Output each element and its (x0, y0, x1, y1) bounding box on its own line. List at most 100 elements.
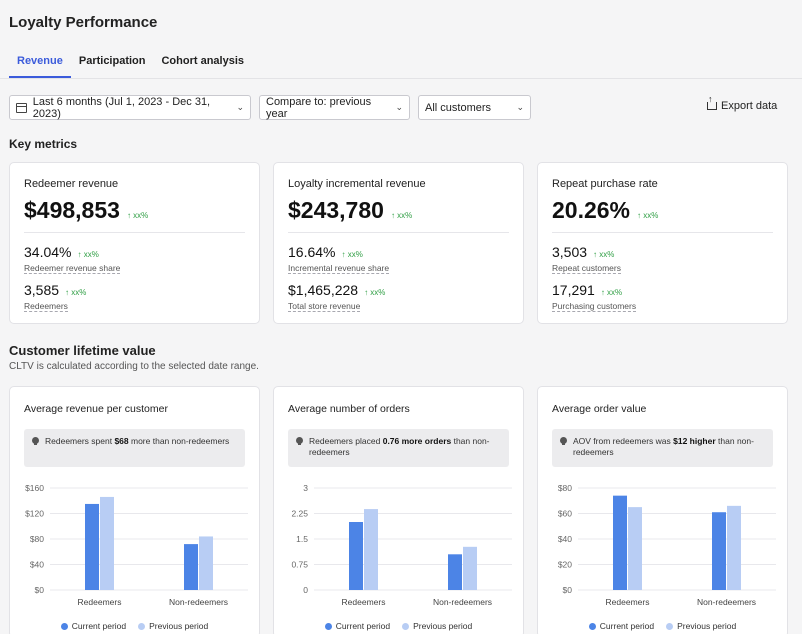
legend-item-current: Current period (324, 621, 391, 631)
sub-metric-value: 17,291 ↑ xx% (552, 282, 622, 298)
callout-highlight: $68 (114, 436, 129, 446)
bar-current-period (184, 544, 198, 590)
sub-metric-label[interactable]: Incremental revenue share (288, 263, 390, 274)
bar-previous-period (628, 507, 642, 590)
trend-delta: ↑ xx% (77, 250, 99, 259)
current-period-dot (324, 622, 332, 630)
legend-label: Previous period (413, 621, 473, 631)
trend-delta: ↑ xx% (637, 211, 659, 220)
export-icon (707, 95, 717, 110)
chart-title: Average order value (552, 403, 647, 415)
y-tick-label: $0 (563, 585, 573, 595)
bar-current-period (349, 522, 363, 590)
metric-label: Redeemer revenue (24, 178, 119, 190)
bar-previous-period (727, 505, 741, 590)
segment-value: All customers (425, 101, 492, 114)
callout-text: more than non-redeemers (128, 436, 230, 446)
chart-legend: Current period Previous period (538, 621, 787, 631)
y-tick-label: $80 (30, 534, 44, 544)
callout-text: Redeemers spent (45, 436, 115, 446)
bar-chart-avg-revenue: $0 $40 $80 $120 $160 Redeemers Non-redeemers (25, 483, 248, 607)
callout-text: AOV from redeemers was (573, 436, 674, 446)
legend-item-previous: Previous period (666, 621, 736, 631)
y-tick-label: $60 (558, 509, 572, 519)
sub-metric-label[interactable]: Total store revenue (288, 301, 361, 312)
sub-metric-label[interactable]: Repeat customers (552, 263, 621, 274)
compare-select[interactable]: Compare to: previous year ⌄ (259, 95, 410, 120)
metric-value-text: $498,853 (24, 197, 120, 223)
sub-metric-value-text: $1,465,228 (288, 282, 359, 298)
y-tick-label: $120 (25, 509, 44, 519)
bar-chart-avg-order-value: $0 $20 $40 $60 $80 Redeemers Non-redeemers (558, 483, 776, 607)
segment-select[interactable]: All customers ⌄ (418, 95, 531, 120)
tab-revenue[interactable]: Revenue (9, 48, 71, 78)
y-tick-label: 0.75 (291, 560, 308, 570)
legend-item-previous: Previous period (402, 621, 472, 631)
trend-delta: ↑ xx% (364, 288, 386, 297)
callout-text: than non-redeemers (573, 436, 754, 457)
sub-metric-value-text: 16.64% (288, 244, 336, 260)
bar-current-period (613, 495, 627, 590)
metric-value-text: $243,780 (288, 197, 384, 223)
metric-card-repeat-purchase-rate: Repeat purchase rate 20.26% ↑ xx% 3,503 … (537, 162, 788, 324)
divider (288, 232, 509, 233)
chart-card-avg-revenue: Average revenue per customer Redeemers s… (9, 386, 260, 634)
y-tick-label: $0 (35, 585, 45, 595)
cltv-subtitle: CLTV is calculated according to the sele… (9, 361, 259, 372)
trend-delta: ↑ xx% (593, 250, 615, 259)
tab-cohort-analysis[interactable]: Cohort analysis (161, 55, 245, 67)
sub-metric-value: 34.04% ↑ xx% (24, 244, 99, 260)
y-tick-label: 2.25 (291, 509, 308, 519)
bar-current-period (448, 554, 462, 590)
legend-label: Current period (71, 621, 127, 631)
x-category-label: Non-redeemers (169, 597, 228, 607)
chevron-down-icon: ⌄ (236, 102, 244, 112)
chevron-down-icon: ⌄ (516, 102, 524, 112)
tab-participation[interactable]: Participation (78, 55, 146, 67)
compare-value: Compare to: previous year (266, 95, 372, 120)
sub-metric-label[interactable]: Purchasing customers (552, 301, 637, 312)
bar-previous-period (199, 536, 213, 590)
y-tick-label: $160 (25, 483, 44, 493)
metric-card-incremental-revenue: Loyalty incremental revenue $243,780 ↑ x… (273, 162, 524, 324)
lightbulb-icon (560, 437, 567, 445)
calendar-icon (16, 102, 27, 113)
y-tick-label: $20 (558, 560, 572, 570)
cltv-title: Customer lifetime value (9, 343, 156, 358)
trend-delta: ↑ xx% (390, 211, 413, 220)
trend-delta: ↑ xx% (126, 211, 149, 220)
legend-item-previous: Previous period (138, 621, 208, 631)
chart-title: Average number of orders (288, 403, 410, 415)
chart-title: Average revenue per customer (24, 403, 168, 415)
trend-delta: ↑ xx% (600, 288, 623, 297)
trend-delta: ↑ xx% (65, 288, 87, 297)
sub-metric-value: 16.64% ↑ xx% (288, 244, 363, 260)
trend-delta: ↑ xx% (341, 250, 363, 259)
bar-previous-period (364, 509, 378, 590)
x-category-label: Non-redeemers (433, 597, 492, 607)
legend-label: Previous period (149, 621, 209, 631)
date-range-select[interactable]: Last 6 months (Jul 1, 2023 - Dec 31, 202… (9, 95, 251, 120)
bar-current-period (712, 512, 726, 590)
current-period-dot (588, 622, 596, 630)
current-period-dot (60, 622, 68, 630)
export-label: Export data (721, 100, 778, 112)
callout-highlight: 0.76 more orders (382, 436, 452, 446)
y-tick-label: 0 (303, 585, 308, 595)
legend-label: Previous period (677, 621, 737, 631)
sub-metric-value-text: 34.04% (24, 244, 72, 260)
chevron-down-icon: ⌄ (395, 102, 403, 112)
lightbulb-icon (32, 437, 39, 445)
legend-item-current: Current period (60, 621, 127, 631)
export-data-button[interactable]: Export data (707, 95, 778, 112)
sub-metric-label[interactable]: Redeemers (24, 301, 68, 312)
sub-metric-label[interactable]: Redeemer revenue share (24, 263, 121, 274)
sub-metric-value-text: 3,585 (24, 282, 60, 298)
x-category-label: Redeemers (78, 597, 122, 607)
sub-metric-value: $1,465,228 ↑ xx% (288, 282, 385, 298)
chart-legend: Current period Previous period (274, 621, 523, 631)
legend-item-current: Current period (588, 621, 654, 631)
y-tick-label: $40 (558, 534, 572, 544)
divider (24, 232, 245, 233)
legend-label: Current period (335, 621, 391, 631)
